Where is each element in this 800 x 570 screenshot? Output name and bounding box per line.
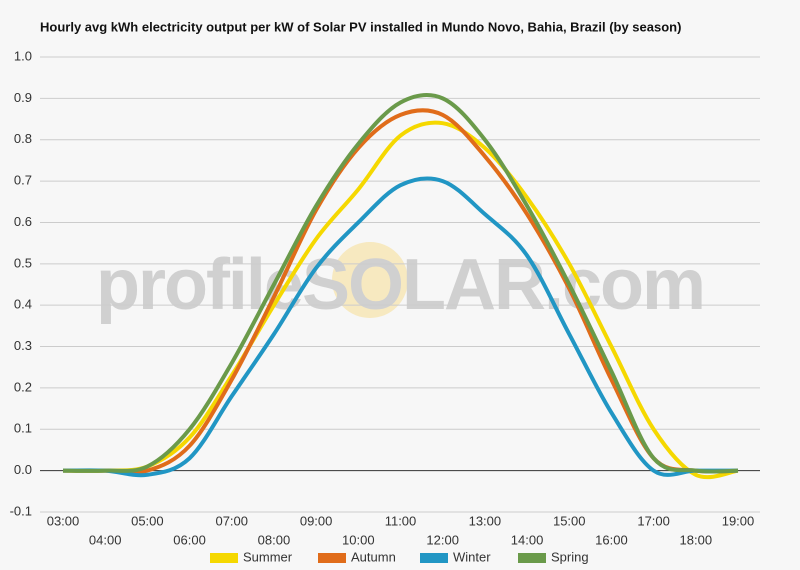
watermark: profileSOLAR.com <box>96 245 704 325</box>
y-tick-label: 0.5 <box>14 255 32 270</box>
y-tick-label: 0.8 <box>14 131 32 146</box>
x-tick-label: 09:00 <box>300 513 333 528</box>
series-line <box>62 108 739 475</box>
legend-swatch <box>518 553 546 563</box>
y-tick-label: 0.9 <box>14 90 32 105</box>
y-tick-label: 0.3 <box>14 338 32 353</box>
x-tick-label: 10:00 <box>342 532 375 547</box>
y-tick-label: -0.1 <box>10 503 32 518</box>
x-tick-label: 05:00 <box>131 513 164 528</box>
x-tick-label: 12:00 <box>426 532 459 547</box>
x-tick-label: 18:00 <box>680 532 713 547</box>
y-tick-label: 0.0 <box>14 462 32 477</box>
x-tick-label: 16:00 <box>595 532 628 547</box>
legend-swatch <box>420 553 448 563</box>
legend-swatch <box>210 553 238 563</box>
legend-label: Summer <box>243 549 293 564</box>
x-tick-label: 11:00 <box>385 513 417 528</box>
watermark-sun <box>332 242 408 318</box>
legend-label: Winter <box>453 549 491 564</box>
y-tick-label: 0.4 <box>14 297 32 312</box>
series-line <box>62 176 738 478</box>
x-tick-label: 08:00 <box>258 532 291 547</box>
x-tick-label: 15:00 <box>553 513 586 528</box>
x-tick-label: 14:00 <box>511 532 544 547</box>
chart-title: Hourly avg kWh electricity output per kW… <box>40 19 681 34</box>
legend-swatch <box>318 553 346 563</box>
x-tick-label: 13:00 <box>469 513 502 528</box>
legend-label: Spring <box>551 549 589 564</box>
x-tick-label: 17:00 <box>637 513 670 528</box>
series-line <box>62 120 739 480</box>
x-tick-label: 03:00 <box>47 513 80 528</box>
legend-label: Autumn <box>351 549 396 564</box>
x-tick-label: 07:00 <box>215 513 248 528</box>
x-tick-label: 04:00 <box>89 532 122 547</box>
series-line <box>62 92 739 474</box>
y-tick-label: 0.7 <box>14 173 32 188</box>
y-tick-label: 0.1 <box>14 421 32 436</box>
y-tick-label: 1.0 <box>14 48 32 63</box>
x-tick-label: 06:00 <box>173 532 206 547</box>
x-tick-label: 19:00 <box>722 513 755 528</box>
y-tick-label: 0.6 <box>14 214 32 229</box>
y-tick-label: 0.2 <box>14 379 32 394</box>
